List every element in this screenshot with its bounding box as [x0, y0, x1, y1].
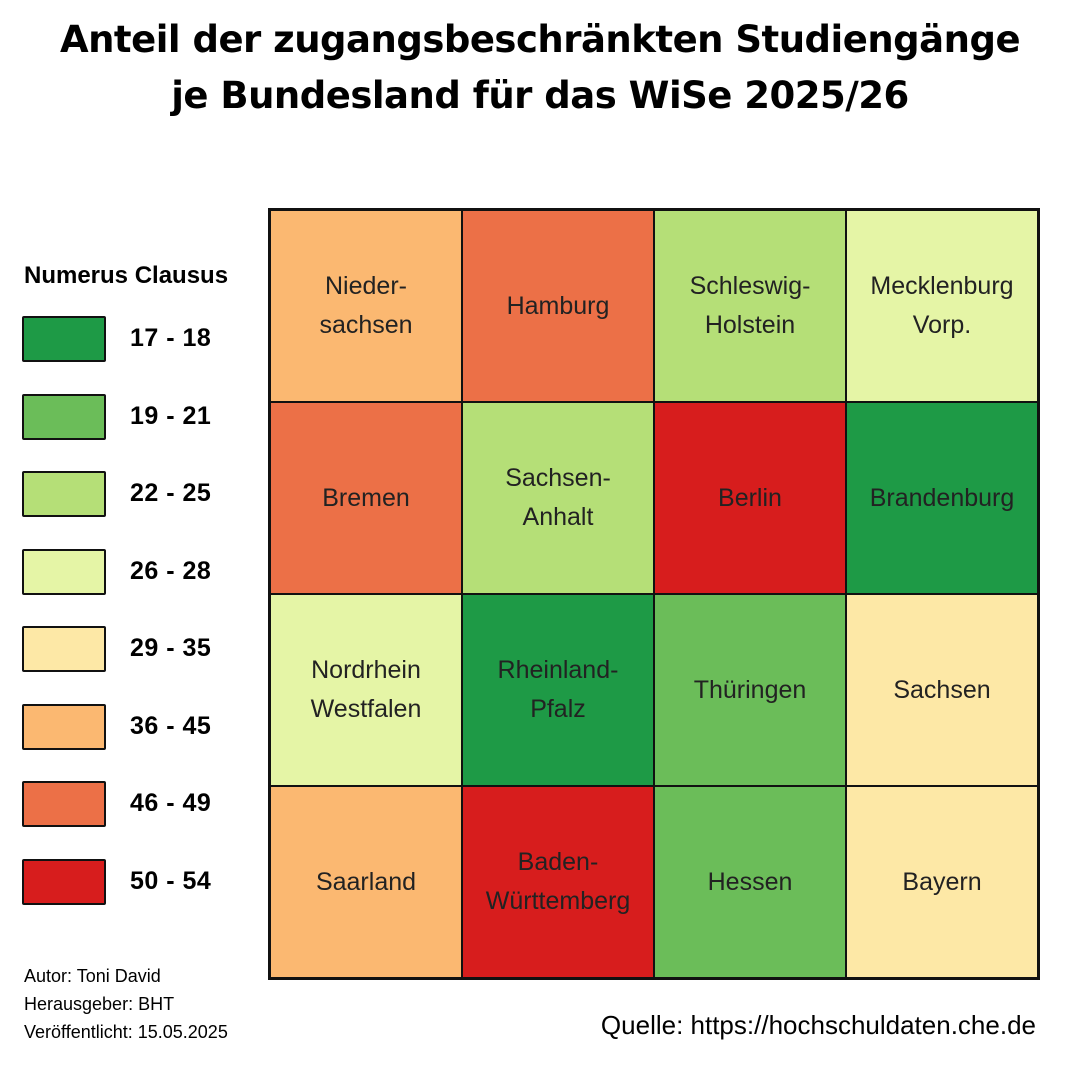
heatmap-cell-label: Schleswig- Holstein — [689, 272, 811, 339]
legend-label: 26 - 28 — [130, 556, 212, 585]
legend-label: 22 - 25 — [130, 479, 212, 507]
legend-title: Numerus Clausus — [24, 262, 229, 289]
heatmap-cell-label: Thüringen — [693, 675, 807, 704]
heatmap-cell-label: Saarland — [315, 867, 417, 896]
heatmap-cell: Nieder- sachsen — [270, 210, 462, 402]
chart-title-line1: Anteil der zugangsbeschränkten Studiengä… — [59, 18, 1021, 61]
legend-item: 19 - 21 — [22, 393, 262, 442]
legend-item: 50 - 54 — [22, 858, 262, 907]
heatmap-cell: Bremen — [270, 402, 462, 594]
heatmap-cell-label: Nordrhein Westfalen — [310, 656, 422, 723]
legend-item: 36 - 45 — [22, 703, 262, 752]
credits: Autor: Toni David Herausgeber: BHT Veröf… — [24, 962, 228, 1046]
source-note: Quelle: https://hochschuldaten.che.de — [600, 1010, 1036, 1040]
heatmap-cell: Bayern — [846, 786, 1038, 978]
heatmap-cell-label: Bayern — [902, 867, 982, 896]
legend-item: 26 - 28 — [22, 548, 262, 597]
heatmap-cell-label: Sachsen- Anhalt — [505, 464, 611, 531]
heatmap-cell: Thüringen — [654, 594, 846, 786]
legend-swatch — [22, 781, 106, 827]
heatmap-cell-label: Nieder- sachsen — [319, 272, 413, 339]
chart-title-line2: je Bundesland für das WiSe 2025/26 — [171, 74, 909, 117]
chart-title: Anteil der zugangsbeschränkten Studiengä… — [0, 12, 1080, 124]
legend-label: 50 - 54 — [130, 866, 212, 895]
heatmap-cell: Nordrhein Westfalen — [270, 594, 462, 786]
credit-author: Autor: Toni David — [24, 966, 161, 986]
heatmap-cell: Brandenburg — [846, 402, 1038, 594]
legend-item: 22 - 25 — [22, 471, 262, 519]
credit-published: Veröffentlicht: 15.05.2025 — [24, 1022, 228, 1042]
legend-item: 29 - 35 — [22, 626, 262, 674]
legend-swatch — [22, 858, 106, 905]
credit-publisher: Herausgeber: BHT — [24, 994, 175, 1014]
heatmap-cell: Saarland — [270, 786, 462, 978]
legend-label: 19 - 21 — [130, 401, 212, 430]
heatmap-cell-label: Baden- Württemberg — [485, 848, 631, 915]
heatmap-cell: Schleswig- Holstein — [654, 210, 846, 402]
legend-swatch — [22, 703, 106, 750]
heatmap-cell: Rheinland- Pfalz — [462, 594, 654, 786]
heatmap-cell: Mecklenburg Vorp. — [846, 210, 1038, 402]
heatmap-cell: Sachsen — [846, 594, 1038, 786]
legend-swatch — [22, 471, 106, 517]
legend-item: 17 - 18 — [22, 316, 262, 364]
legend-label: 46 - 49 — [130, 789, 212, 817]
legend-swatch — [22, 548, 106, 595]
legend-swatch — [22, 316, 106, 362]
heatmap-cell-label: Bremen — [322, 483, 410, 512]
legend-swatch — [22, 626, 106, 672]
heatmap-cell: Hamburg — [462, 210, 654, 402]
legend-swatch — [22, 393, 106, 440]
heatmap-cell: Berlin — [654, 402, 846, 594]
heatmap-cell-label: Hessen — [707, 867, 793, 896]
heatmap-cell-label: Rheinland- Pfalz — [497, 656, 619, 723]
heatmap-cell-label: Berlin — [718, 483, 782, 512]
heatmap-cell: Hessen — [654, 786, 846, 978]
legend-label: 36 - 45 — [130, 711, 212, 740]
heatmap-cell-label: Brandenburg — [869, 483, 1015, 512]
legend-label: 29 - 35 — [130, 634, 212, 662]
heatmap-grid: Nieder- sachsen Hamburg Schleswig- Holstei… — [268, 208, 1040, 980]
heatmap-cell: Sachsen- Anhalt — [462, 402, 654, 594]
legend-item: 46 - 49 — [22, 781, 262, 829]
legend-label: 17 - 18 — [130, 324, 212, 352]
heatmap-cell-label: Sachsen — [893, 675, 991, 704]
heatmap-cell-label: Hamburg — [506, 291, 610, 320]
heatmap-cell: Baden- Württemberg — [462, 786, 654, 978]
heatmap-cell-label: Mecklenburg Vorp. — [870, 272, 1014, 339]
